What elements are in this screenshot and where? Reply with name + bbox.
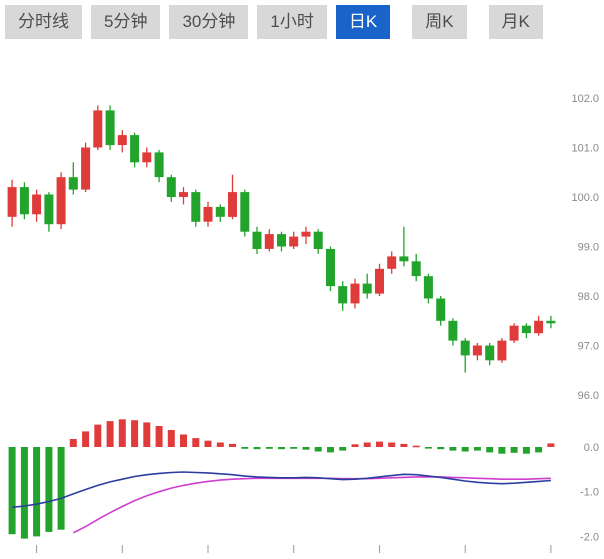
svg-text:99.0: 99.0 [578, 242, 599, 254]
svg-text:100.0: 100.0 [571, 192, 599, 204]
tab-1hour[interactable]: 1小时 [257, 5, 327, 39]
tab-daily-k[interactable]: 日K [335, 5, 391, 39]
tab-weekly-k[interactable]: 周K [412, 5, 467, 39]
candlestick-chart[interactable]: 102.0 101.0 100.0 99.0 98.0 97.0 96.0 0.0 -1.0 -2… [0, 39, 604, 554]
svg-text:101.0: 101.0 [571, 143, 599, 155]
tab-minute-line[interactable]: 分时线 [5, 5, 82, 39]
svg-text:-1.0: -1.0 [580, 487, 599, 499]
dea-line [72, 476, 551, 534]
macd-axis-labels: 0.0 -1.0 -2.0 [580, 442, 599, 543]
x-axis-ticks [36, 545, 552, 553]
svg-text:102.0: 102.0 [571, 93, 599, 105]
svg-text:-2.0: -2.0 [580, 531, 599, 543]
svg-text:0.0: 0.0 [584, 442, 599, 454]
macd-histogram [8, 419, 555, 539]
price-axis-labels: 102.0 101.0 100.0 99.0 98.0 97.0 96.0 [571, 93, 599, 402]
svg-text:96.0: 96.0 [578, 390, 599, 402]
candlestick-series [7, 105, 556, 373]
tab-monthly-k[interactable]: 月K [488, 5, 543, 39]
dif-line [12, 471, 551, 509]
svg-text:98.0: 98.0 [578, 291, 599, 303]
tab-30min[interactable]: 30分钟 [169, 5, 249, 39]
timeframe-toolbar: 分时线 5分钟 30分钟 1小时 日K 周K 月K [0, 0, 604, 39]
svg-text:97.0: 97.0 [578, 341, 599, 353]
tab-5min[interactable]: 5分钟 [91, 5, 161, 39]
